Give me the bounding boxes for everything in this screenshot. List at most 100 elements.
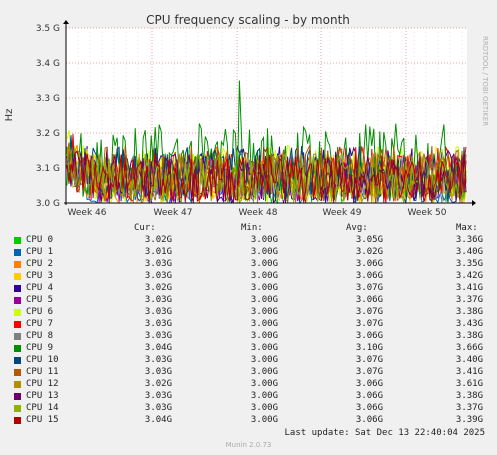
legend-cur-value: 3.03G	[144, 259, 172, 269]
chart-title: CPU frequency scaling - by month	[146, 13, 350, 27]
legend-series-name: CPU 11	[26, 367, 59, 377]
legend-avg-value: 3.07G	[355, 319, 383, 329]
legend-avg-value: 3.06G	[355, 415, 383, 425]
legend-swatch	[14, 309, 21, 316]
legend-avg-value: 3.06G	[355, 331, 383, 341]
last-update: Last update: Sat Dec 13 22:40:04 2025	[284, 428, 485, 438]
legend-series-name: CPU 5	[26, 295, 54, 305]
x-tick-label: Week 48	[239, 208, 278, 218]
legend-series-name: CPU 6	[26, 307, 54, 317]
legend-max-value: 3.38G	[455, 391, 483, 401]
legend-row: CPU 3 3.03G 3.00G 3.06G 3.42G	[0, 271, 497, 283]
legend-series-name: CPU 15	[26, 415, 59, 425]
legend-col-cur: Cur:	[134, 223, 156, 233]
legend-max-value: 3.37G	[455, 295, 483, 305]
legend-max-value: 3.42G	[455, 271, 483, 281]
legend-swatch	[14, 333, 21, 340]
legend-row: CPU 10 3.03G 3.00G 3.07G 3.40G	[0, 355, 497, 367]
legend-series-name: CPU 12	[26, 379, 59, 389]
chart: CPU frequency scaling - by month Hz RRDT…	[4, 13, 489, 218]
x-axis-arrow	[472, 200, 476, 206]
legend-series-name: CPU 3	[26, 271, 54, 281]
y-tick-label: 3.2 G	[36, 129, 60, 139]
legend-cur-value: 3.03G	[144, 331, 172, 341]
legend-header: Cur: Min: Avg: Max:	[0, 223, 497, 235]
legend-avg-value: 3.07G	[355, 283, 383, 293]
legend-max-value: 3.38G	[455, 307, 483, 317]
legend-avg-value: 3.06G	[355, 295, 383, 305]
legend-cur-value: 3.03G	[144, 295, 172, 305]
legend-row: CPU 15 3.04G 3.00G 3.06G 3.39G	[0, 415, 497, 427]
legend-cur-value: 3.02G	[144, 235, 172, 245]
x-tick-label: Week 50	[408, 208, 447, 218]
legend-row: CPU 9 3.04G 3.00G 3.10G 3.66G	[0, 343, 497, 355]
legend-series-name: CPU 2	[26, 259, 54, 269]
y-axis-label: Hz	[4, 109, 15, 122]
legend-series-name: CPU 8	[26, 331, 54, 341]
legend-min-value: 3.00G	[250, 271, 278, 281]
legend-cur-value: 3.03G	[144, 319, 172, 329]
legend-max-value: 3.40G	[455, 247, 483, 257]
legend-min-value: 3.00G	[250, 247, 278, 257]
legend-swatch	[14, 273, 21, 280]
legend-cur-value: 3.03G	[144, 307, 172, 317]
legend-avg-value: 3.07G	[355, 307, 383, 317]
legend-row: CPU 11 3.03G 3.00G 3.07G 3.41G	[0, 367, 497, 379]
legend-min-value: 3.00G	[250, 295, 278, 305]
legend-series-name: CPU 4	[26, 283, 54, 293]
legend-max-value: 3.35G	[455, 259, 483, 269]
legend-swatch	[14, 321, 21, 328]
legend-row: CPU 13 3.03G 3.00G 3.06G 3.38G	[0, 391, 497, 403]
x-tick-label: Week 47	[154, 208, 193, 218]
legend-cur-value: 3.03G	[144, 367, 172, 377]
legend-max-value: 3.40G	[455, 355, 483, 365]
legend-max-value: 3.36G	[455, 235, 483, 245]
legend-row: CPU 0 3.02G 3.00G 3.05G 3.36G	[0, 235, 497, 247]
x-tick-labels: Week 46 Week 47 Week 48 Week 49 Week 50	[68, 208, 447, 218]
legend-swatch	[14, 285, 21, 292]
legend-swatch	[14, 369, 21, 376]
footer-version: Munin 2.0.73	[225, 441, 272, 449]
legend-min-value: 3.00G	[250, 235, 278, 245]
legend-min-value: 3.00G	[250, 283, 278, 293]
legend-row: CPU 2 3.03G 3.00G 3.06G 3.35G	[0, 259, 497, 271]
x-tick-label: Week 49	[323, 208, 362, 218]
legend-max-value: 3.38G	[455, 331, 483, 341]
legend-avg-value: 3.07G	[355, 355, 383, 365]
series-line-cpu-15	[66, 150, 467, 204]
legend-avg-value: 3.06G	[355, 403, 383, 413]
legend-swatch	[14, 417, 21, 424]
legend-swatch	[14, 393, 21, 400]
legend-avg-value: 3.06G	[355, 259, 383, 269]
legend-min-value: 3.00G	[250, 343, 278, 353]
legend-cur-value: 3.03G	[144, 391, 172, 401]
legend-swatch	[14, 249, 21, 256]
legend-max-value: 3.41G	[455, 283, 483, 293]
legend-col-avg: Avg:	[346, 223, 368, 233]
legend-cur-value: 3.03G	[144, 355, 172, 365]
legend-row: CPU 14 3.03G 3.00G 3.06G 3.37G	[0, 403, 497, 415]
legend-row: CPU 6 3.03G 3.00G 3.07G 3.38G	[0, 307, 497, 319]
legend-col-max: Max:	[456, 223, 478, 233]
legend-swatch	[14, 345, 21, 352]
legend-avg-value: 3.10G	[355, 343, 383, 353]
legend-min-value: 3.00G	[250, 403, 278, 413]
legend-series-name: CPU 7	[26, 319, 54, 329]
legend-max-value: 3.43G	[455, 319, 483, 329]
legend-max-value: 3.66G	[455, 343, 483, 353]
legend-min-value: 3.00G	[250, 367, 278, 377]
series-lines	[66, 80, 467, 205]
legend-cur-value: 3.02G	[144, 379, 172, 389]
legend-avg-value: 3.06G	[355, 379, 383, 389]
legend-min-value: 3.00G	[250, 259, 278, 269]
rrdtool-watermark: RRDTOOL / TOBI OETIKER	[481, 36, 489, 126]
legend-avg-value: 3.05G	[355, 235, 383, 245]
legend-row: CPU 12 3.02G 3.00G 3.06G 3.61G	[0, 379, 497, 391]
legend-series-name: CPU 1	[26, 247, 54, 257]
legend-min-value: 3.00G	[250, 307, 278, 317]
legend-row: CPU 4 3.02G 3.00G 3.07G 3.41G	[0, 283, 497, 295]
legend-max-value: 3.39G	[455, 415, 483, 425]
legend-max-value: 3.41G	[455, 367, 483, 377]
x-tick-label: Week 46	[68, 208, 107, 218]
legend-series-name: CPU 9	[26, 343, 54, 353]
